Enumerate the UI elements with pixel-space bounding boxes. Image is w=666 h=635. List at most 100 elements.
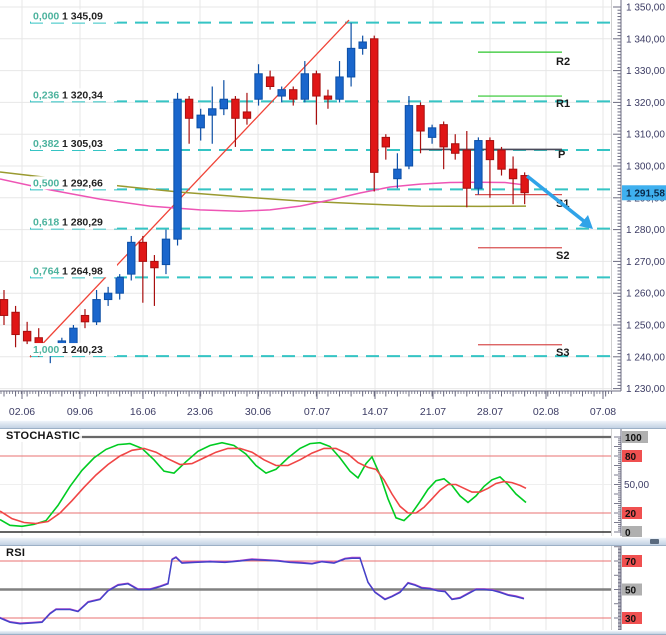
candle[interactable] <box>127 235 136 281</box>
candle[interactable] <box>335 61 344 103</box>
candle[interactable] <box>520 172 529 205</box>
candle-body <box>277 89 286 97</box>
candle[interactable] <box>451 134 460 160</box>
candle[interactable] <box>393 153 402 189</box>
candle-body <box>80 314 90 323</box>
price-axis-ruler[interactable] <box>613 0 622 391</box>
date-axis-label: 21.07 <box>420 406 446 418</box>
candle[interactable] <box>497 146 506 176</box>
candle-body <box>485 140 495 161</box>
candle-body <box>300 73 310 100</box>
fib-price-label: 1 292,66 <box>62 177 103 189</box>
main-price-chart[interactable]: 0,000 1 345,09 0,236 1 320,34 0,382 1 305,03 0… <box>0 0 666 420</box>
time-axis-ruler[interactable] <box>0 390 621 399</box>
candle[interactable] <box>103 286 113 306</box>
panel-divider[interactable] <box>0 420 666 429</box>
fib-price-label: 1 345,09 <box>62 11 103 23</box>
candle[interactable] <box>404 96 414 170</box>
candle[interactable] <box>219 80 229 116</box>
price-axis-label: 1 270,00 <box>626 257 665 268</box>
trendline-annotation[interactable] <box>29 19 350 358</box>
date-axis-label: 14.07 <box>362 406 388 418</box>
candle[interactable] <box>427 124 437 144</box>
candle[interactable] <box>92 290 101 325</box>
pivot-label-s2: S2 <box>556 250 569 262</box>
candle[interactable] <box>196 108 205 141</box>
candle[interactable] <box>115 274 124 300</box>
date-axis-label: 02.06 <box>9 406 35 418</box>
candle-body <box>358 41 367 49</box>
price-axis-label: 1 240,00 <box>626 352 665 363</box>
down-arrow-annotation[interactable] <box>525 174 593 229</box>
candle[interactable] <box>289 86 298 106</box>
candle[interactable] <box>150 255 159 306</box>
fib-ratio-label: 0,382 <box>33 138 59 150</box>
candle[interactable] <box>173 92 182 246</box>
panel-divider[interactable] <box>0 537 666 546</box>
fib-price-label: 1 264,98 <box>62 265 103 277</box>
candle-body <box>208 108 217 116</box>
candle[interactable] <box>485 137 495 198</box>
candle[interactable] <box>508 156 518 205</box>
candle[interactable] <box>358 35 367 55</box>
fib-label-bg <box>31 215 117 229</box>
candle[interactable] <box>80 309 90 329</box>
candle[interactable] <box>138 235 148 303</box>
panel-resize-handle-icon[interactable] <box>650 539 659 544</box>
stoch-axis-label: 80 <box>625 452 637 463</box>
fib-price-label: 1 280,29 <box>62 217 103 229</box>
candle-body <box>289 89 298 100</box>
candle-body <box>127 241 136 275</box>
rsi-axis-ruler[interactable] <box>614 546 622 630</box>
candle[interactable] <box>0 290 9 325</box>
candle[interactable] <box>474 137 483 195</box>
stoch-axis-label: 0 <box>625 528 631 537</box>
candle-body <box>92 299 101 323</box>
date-axis-label: 30.06 <box>245 406 271 418</box>
candle[interactable] <box>416 102 425 154</box>
candle-body <box>346 47 356 78</box>
pivot-label-p: P <box>558 149 565 161</box>
price-axis-label: 1 350,00 <box>626 3 665 14</box>
price-axis-label: 1 280,00 <box>626 225 665 236</box>
panel-divider[interactable] <box>0 630 666 635</box>
stoch-axis-label: 20 <box>625 509 637 520</box>
candle-body <box>312 73 321 97</box>
candle[interactable] <box>22 321 32 345</box>
fib-ratio-label: 0,236 <box>33 89 59 101</box>
candle[interactable] <box>277 86 286 103</box>
fib-ratio-label: 0,618 <box>33 217 59 229</box>
date-axis-label: 07.08 <box>590 406 616 418</box>
fibonacci-retracement[interactable] <box>30 21 612 358</box>
candle[interactable] <box>254 64 263 106</box>
candle[interactable] <box>184 96 194 144</box>
price-axis-label: 1 340,00 <box>626 34 665 45</box>
candle[interactable] <box>439 121 448 170</box>
candle-body <box>242 111 252 119</box>
candle-body <box>196 114 205 129</box>
candle[interactable] <box>242 92 252 125</box>
fib-ratio-label: 0,500 <box>33 177 59 189</box>
candle[interactable] <box>323 89 333 109</box>
candle[interactable] <box>370 35 379 192</box>
price-axis-label: 1 260,00 <box>626 289 665 300</box>
candle-body <box>462 149 472 189</box>
candle[interactable] <box>161 229 171 275</box>
candle[interactable] <box>231 96 240 147</box>
stochastic-d-line <box>0 447 527 525</box>
stochastic-panel[interactable]: 100 80 50,00 20 0 <box>0 429 666 537</box>
candle[interactable] <box>381 134 391 160</box>
candle[interactable] <box>462 131 472 208</box>
candle[interactable] <box>346 22 356 87</box>
candle[interactable] <box>208 86 217 144</box>
candle[interactable] <box>300 61 310 103</box>
candle-body <box>115 276 124 294</box>
candle[interactable] <box>265 70 275 90</box>
candle-body <box>439 124 448 148</box>
candle[interactable] <box>312 70 321 125</box>
candle[interactable] <box>11 305 20 348</box>
rsi-panel[interactable]: 70 50 30 <box>0 546 666 630</box>
current-price-label: 1 291,58 <box>626 188 665 199</box>
stoch-axis-ruler[interactable] <box>614 429 622 536</box>
candle-body <box>265 76 275 87</box>
